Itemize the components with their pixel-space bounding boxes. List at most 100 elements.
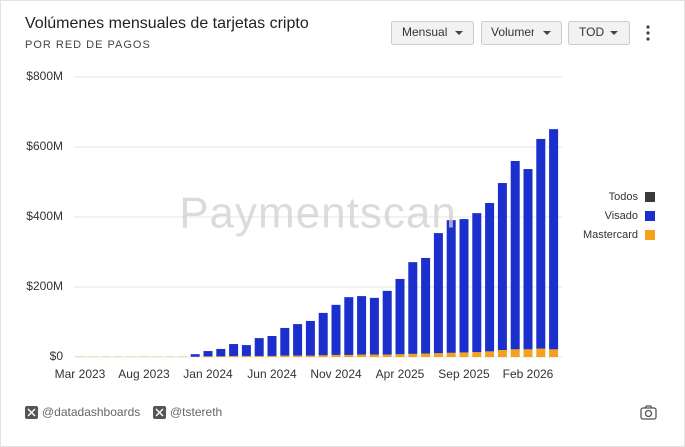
bar-segment bbox=[369, 297, 379, 355]
dropdown-label[interactable]: Mensual bbox=[402, 25, 447, 39]
bar-segment bbox=[395, 278, 405, 355]
bar-segment bbox=[190, 354, 200, 357]
bar-segment bbox=[229, 344, 239, 356]
y-tick-label: $800M bbox=[26, 69, 63, 83]
bar-segment bbox=[536, 348, 546, 357]
bar-segment bbox=[293, 355, 303, 357]
bar-segment bbox=[318, 355, 328, 357]
bar-segment bbox=[331, 304, 341, 355]
bar-segment bbox=[357, 296, 367, 355]
bar-segment bbox=[216, 356, 226, 357]
bar-segment bbox=[382, 290, 392, 355]
bar-segment bbox=[267, 336, 277, 356]
bar-segment bbox=[510, 349, 520, 357]
bar-segment bbox=[421, 257, 431, 354]
x-tick-label: Apr 2025 bbox=[376, 367, 425, 381]
bar-segment bbox=[433, 353, 443, 357]
bar-segment bbox=[408, 262, 418, 354]
bar-segment bbox=[446, 220, 456, 353]
dropdown[interactable]: TOD bbox=[568, 21, 630, 45]
bar-segment bbox=[331, 354, 341, 357]
dropdown-box[interactable] bbox=[481, 21, 562, 45]
bar-segment bbox=[241, 355, 251, 357]
bar-segment bbox=[421, 353, 431, 357]
x-tick-label: Mar 2023 bbox=[55, 367, 106, 381]
bar-segment bbox=[229, 355, 239, 357]
legend-label: Mastercard bbox=[583, 229, 638, 241]
bar-segment bbox=[497, 350, 507, 357]
bar-segment bbox=[446, 352, 456, 357]
y-tick-label: $0 bbox=[50, 349, 64, 363]
caret[interactable] bbox=[543, 31, 551, 35]
bar-segment bbox=[280, 327, 290, 356]
bar-segment bbox=[241, 345, 251, 356]
bar-segment bbox=[305, 320, 315, 356]
bar-segment bbox=[382, 354, 392, 357]
bar-segment bbox=[203, 356, 213, 357]
bar-segment bbox=[216, 348, 226, 357]
bar-segment bbox=[203, 351, 213, 357]
bar-segment bbox=[254, 338, 264, 356]
chart-title: Volúmenes mensuales de tarjetas cripto bbox=[25, 15, 309, 32]
x-tick-label: Jan 2024 bbox=[183, 367, 233, 381]
bar-segment bbox=[267, 355, 277, 357]
bar-segment bbox=[344, 297, 354, 355]
dropdown-box[interactable] bbox=[391, 21, 474, 45]
bar-segment bbox=[472, 213, 482, 353]
x-logo bbox=[153, 406, 166, 419]
x-tick-label: Aug 2023 bbox=[118, 367, 170, 381]
bar-segment bbox=[408, 353, 418, 357]
legend-label: Todos bbox=[609, 191, 639, 203]
bar-segment bbox=[549, 349, 559, 357]
footer-handle: @datadashboards bbox=[42, 405, 140, 419]
bar-segment bbox=[254, 355, 264, 357]
bar-segment bbox=[523, 349, 533, 357]
y-tick-label: $200M bbox=[26, 279, 63, 293]
bar-segment bbox=[280, 355, 290, 357]
dropdown-label[interactable]: Volumen bbox=[491, 25, 538, 39]
bar-segment bbox=[369, 354, 379, 357]
dropdown[interactable]: Volumen bbox=[481, 21, 562, 45]
bar-segment bbox=[318, 312, 328, 356]
x-tick-label: Nov 2024 bbox=[310, 367, 362, 381]
bar-segment bbox=[497, 183, 507, 350]
watermark: Paymentscan bbox=[179, 189, 457, 238]
bar-segment bbox=[485, 203, 495, 352]
x-logo bbox=[25, 406, 38, 419]
x-tick-label: Feb 2026 bbox=[503, 367, 554, 381]
plot: $0 $200M $400M $600M $800M Mar 2023 Aug 2023 Ja… bbox=[26, 69, 655, 381]
legend-swatch bbox=[645, 192, 655, 202]
dropdown-label[interactable]: TOD bbox=[579, 25, 604, 39]
footer-handle: @tstereth bbox=[170, 405, 222, 419]
bar-segment bbox=[459, 352, 469, 357]
caret[interactable] bbox=[610, 31, 618, 35]
bar-segment bbox=[433, 233, 443, 354]
bar-segment bbox=[510, 161, 520, 350]
legend-swatch bbox=[645, 230, 655, 240]
bar-segment bbox=[305, 355, 315, 357]
legend-swatch bbox=[645, 211, 655, 221]
bar-segment bbox=[459, 219, 469, 353]
bar-segment bbox=[293, 324, 303, 356]
chart-subtitle: POR RED DE PAGOS bbox=[25, 39, 151, 51]
bar-segment bbox=[344, 354, 354, 357]
bar-segment bbox=[485, 351, 495, 357]
dropdown[interactable]: Mensual bbox=[391, 21, 474, 45]
caret[interactable] bbox=[455, 31, 463, 35]
x-tick-label: Jun 2024 bbox=[247, 367, 297, 381]
camera-icon[interactable] bbox=[640, 405, 657, 420]
bar-segment bbox=[357, 354, 367, 357]
bar-segment bbox=[536, 138, 546, 349]
legend-label: Visado bbox=[605, 210, 638, 222]
y-tick-label: $400M bbox=[26, 209, 63, 223]
y-tick-label: $600M bbox=[26, 139, 63, 153]
bar-segment bbox=[549, 129, 559, 350]
dropdown-box[interactable] bbox=[568, 21, 630, 45]
menu-button[interactable] bbox=[646, 25, 650, 41]
bar-segment bbox=[395, 354, 405, 357]
x-tick-label: Sep 2025 bbox=[438, 367, 490, 381]
bar-segment bbox=[472, 352, 482, 357]
